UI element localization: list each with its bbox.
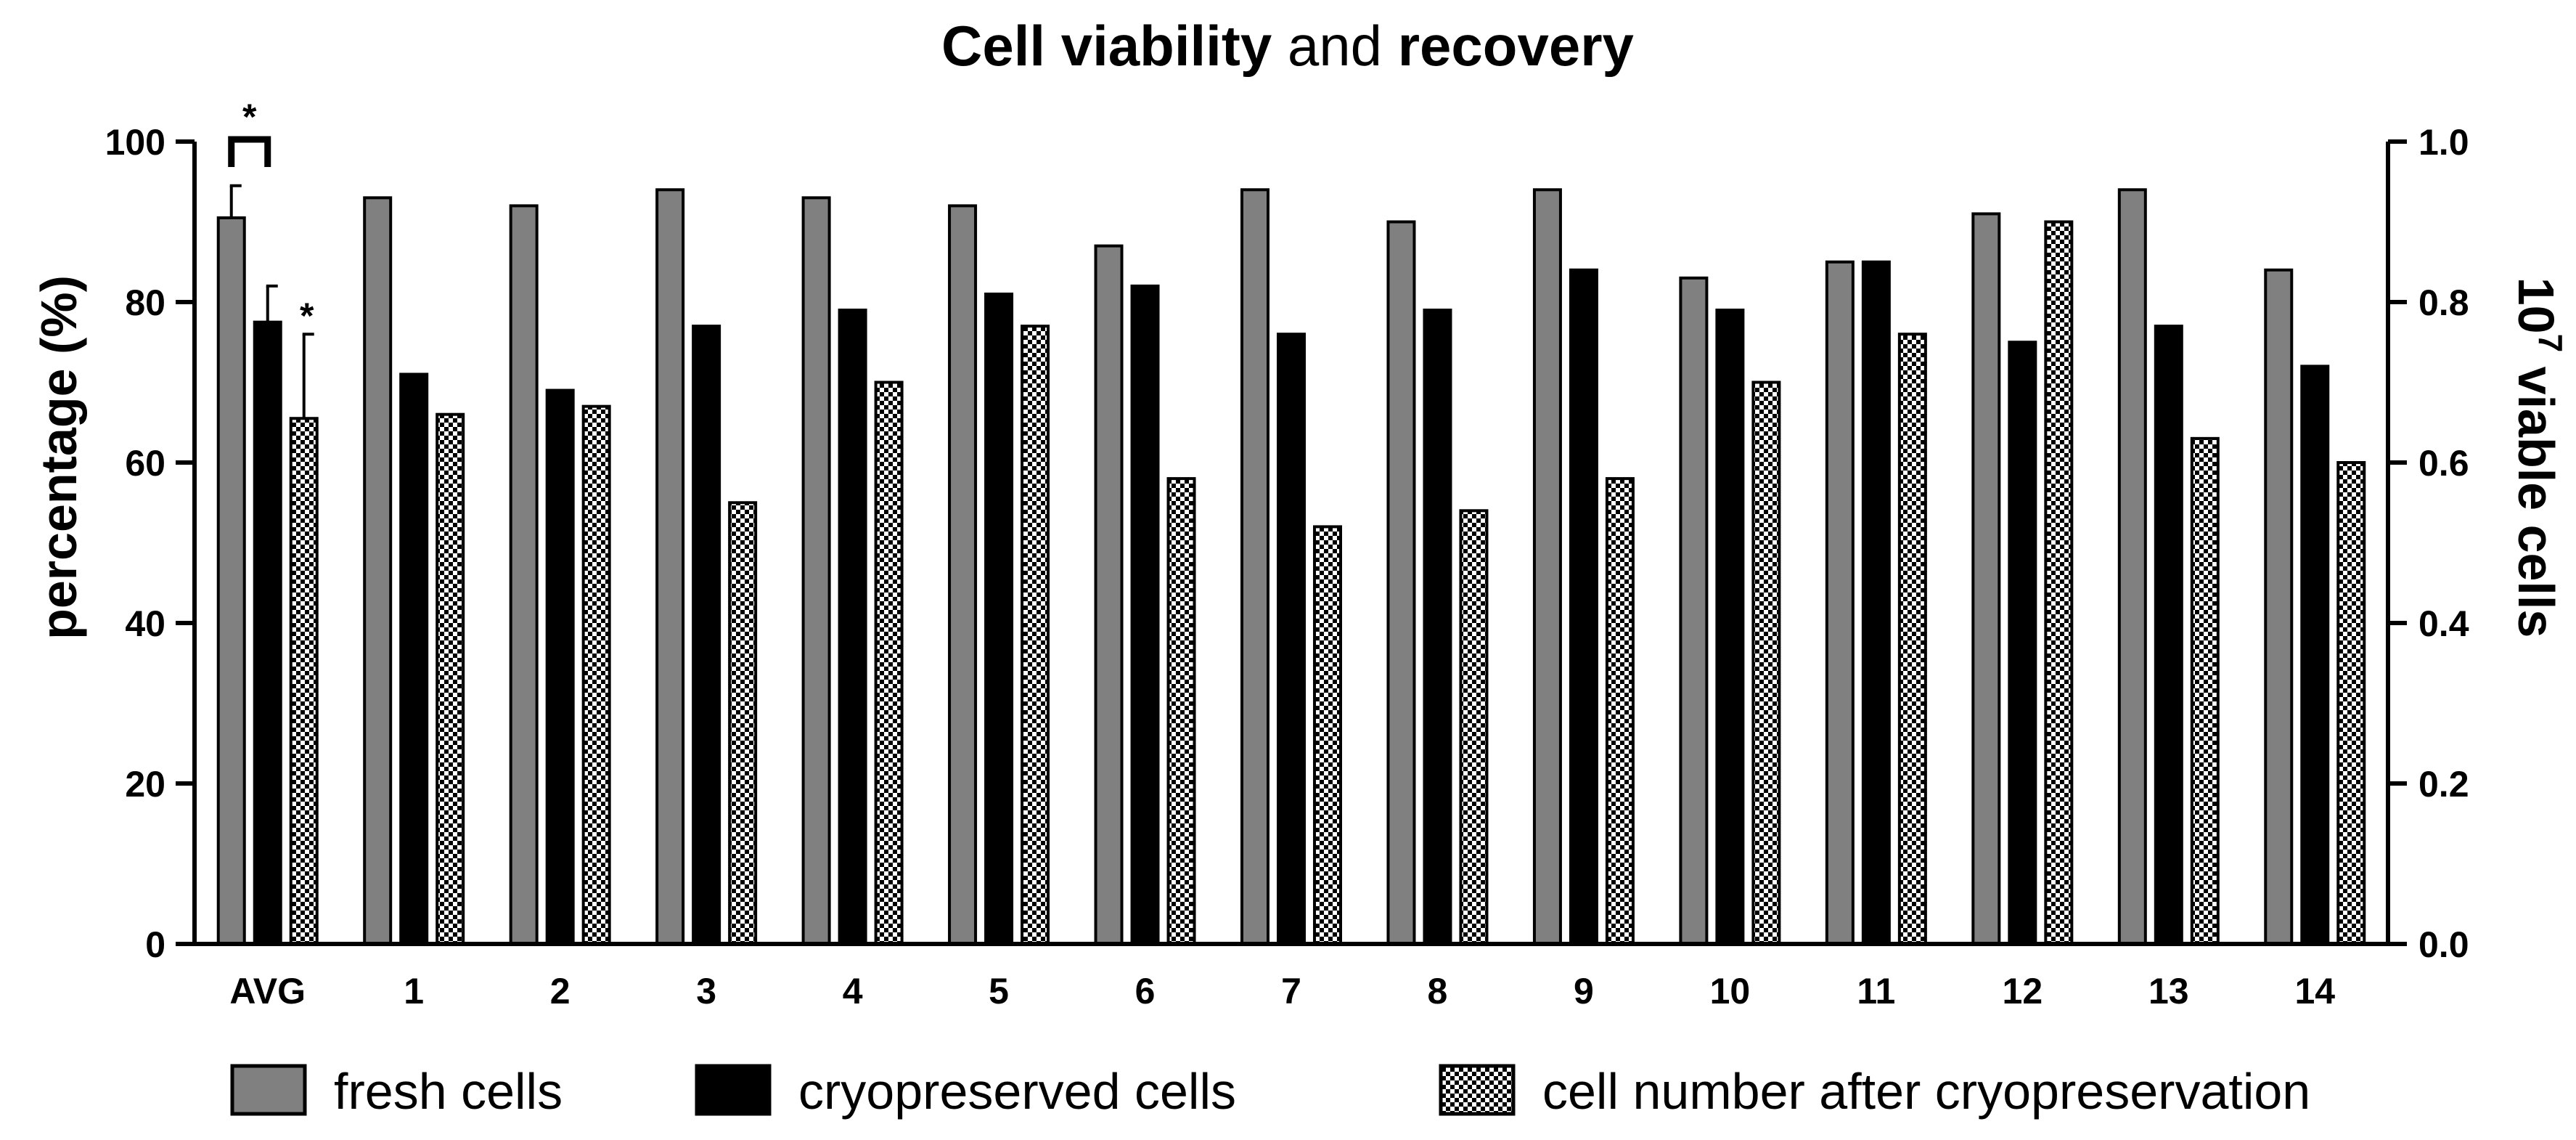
- bar-fresh-cells-9: [1532, 188, 1562, 945]
- y-tick-label-60: 60: [125, 443, 165, 484]
- bar-cryopreserved-cells-avg: [253, 320, 282, 945]
- y2-label-base: 10: [2508, 277, 2564, 334]
- axes-group: AVG 1 2 3 4 5 6 7 8 9 10 11 12 13 140204060801000.00.2…: [105, 122, 2469, 1011]
- y2-tick-label-1-0: 1.0: [2418, 122, 2469, 163]
- bar-cryopreserved-cells-10: [1715, 309, 1745, 945]
- bar-cryopreserved-cells-1: [399, 372, 429, 945]
- bar-fresh-cells-2: [509, 204, 539, 945]
- bar-cell-number-after-cryopreservation-5: [1021, 325, 1050, 945]
- bar-fresh-cells-8: [1386, 220, 1416, 945]
- bar-cryopreserved-cells-4: [838, 309, 867, 945]
- y2-tick-label-0-4: 0.4: [2418, 603, 2469, 644]
- significance-star-cell-number-after-cryopreservation: *: [300, 296, 314, 336]
- x-tick-label-2: 2: [550, 971, 571, 1011]
- x-tick-label-3: 3: [696, 971, 716, 1011]
- bar-fresh-cells-3: [655, 188, 685, 945]
- x-tick-label-13: 13: [2148, 971, 2189, 1011]
- bar-fresh-cells-5: [948, 204, 978, 945]
- x-tick-label-6: 6: [1135, 971, 1156, 1011]
- significance-bracket: [228, 136, 271, 167]
- bar-cryopreserved-cells-13: [2154, 325, 2183, 945]
- bar-fresh-cells-7: [1240, 188, 1269, 945]
- bar-cell-number-after-cryopreservation-2: [581, 404, 611, 945]
- x-tick-label-11: 11: [1857, 971, 1895, 1011]
- bar-fresh-cells-10: [1679, 276, 1709, 946]
- bar-fresh-cells-13: [2117, 188, 2147, 945]
- x-tick-label-8: 8: [1428, 971, 1448, 1011]
- bar-cell-number-after-cryopreservation-11: [1897, 333, 1927, 945]
- bar-cryopreserved-cells-8: [1423, 309, 1452, 945]
- bar-fresh-cells-12: [1971, 212, 2001, 945]
- x-tick-label-12: 12: [2003, 971, 2043, 1011]
- error-bars-group: [229, 184, 314, 419]
- x-tick-label-14: 14: [2294, 971, 2335, 1011]
- x-tick-label-5: 5: [989, 971, 1009, 1011]
- y2-tick-label-0-2: 0.2: [2418, 764, 2469, 805]
- title-part-3: recovery: [1398, 14, 1634, 78]
- y2-tick-label-0-6: 0.6: [2418, 443, 2469, 484]
- bar-cryopreserved-cells-12: [2008, 341, 2037, 945]
- bar-cell-number-after-cryopreservation-3: [728, 501, 758, 945]
- bar-cell-number-after-cryopreservation-13: [2190, 436, 2220, 945]
- bars-group: [216, 188, 2366, 946]
- y2-tick-label-0-8: 0.8: [2418, 282, 2469, 323]
- legend: fresh cells cryopreserved cells cell num…: [230, 1063, 2310, 1120]
- y-tick-label-40: 40: [125, 603, 165, 644]
- title-part-2: and: [1272, 14, 1397, 78]
- bar-cell-number-after-cryopreservation-6: [1166, 477, 1196, 945]
- legend-label-cell-number: cell number after cryopreservation: [1542, 1063, 2310, 1120]
- legend-swatch-cell-number: [1439, 1064, 1516, 1116]
- annotations-group: **: [228, 97, 314, 336]
- bar-cryopreserved-cells-11: [1861, 260, 1891, 945]
- bar-cell-number-after-cryopreservation-9: [1605, 477, 1635, 945]
- significance-star-bracket: *: [242, 97, 257, 137]
- y-tick-label-100: 100: [105, 122, 165, 163]
- bar-cryopreserved-cells-14: [2300, 365, 2330, 945]
- y-axis-label: percentage (%): [30, 275, 87, 640]
- bar-fresh-cells-1: [363, 196, 393, 946]
- legend-label-fresh-cells: fresh cells: [334, 1063, 563, 1120]
- x-tick-label-1: 1: [404, 971, 424, 1011]
- x-tick-label-10: 10: [1710, 971, 1751, 1011]
- y-tick-label-80: 80: [125, 282, 165, 323]
- bar-cell-number-after-cryopreservation-12: [2044, 220, 2074, 945]
- bar-cell-number-after-cryopreservation-10: [1751, 380, 1781, 945]
- y2-label-rest: viable cells: [2508, 352, 2564, 638]
- bar-fresh-cells-6: [1094, 244, 1124, 945]
- y-tick-label-0: 0: [145, 924, 165, 965]
- legend-swatch-cryopreserved-cells: [695, 1064, 772, 1116]
- x-tick-label-avg: AVG: [229, 971, 306, 1011]
- bar-cell-number-after-cryopreservation-8: [1459, 509, 1489, 945]
- bar-fresh-cells-14: [2264, 268, 2294, 945]
- bar-cell-number-after-cryopreservation-4: [874, 380, 904, 945]
- bar-cryopreserved-cells-2: [545, 388, 575, 945]
- bar-cryopreserved-cells-3: [692, 325, 721, 945]
- legend-swatch-fresh-cells: [230, 1064, 307, 1116]
- bar-cell-number-after-cryopreservation-avg: [289, 417, 319, 945]
- bar-fresh-cells-avg: [216, 216, 246, 946]
- bar-cell-number-after-cryopreservation-14: [2336, 461, 2366, 945]
- title-part-1: Cell viability: [941, 14, 1272, 78]
- chart-title: Cell viability and recovery: [941, 14, 1634, 78]
- bar-fresh-cells-4: [801, 196, 831, 946]
- x-tick-label-4: 4: [843, 971, 863, 1011]
- bar-fresh-cells-11: [1825, 260, 1855, 945]
- y-tick-label-20: 20: [125, 764, 165, 805]
- x-tick-label-7: 7: [1281, 971, 1301, 1011]
- bar-cryopreserved-cells-6: [1130, 284, 1160, 945]
- y2-axis-label: 107 viable cells: [2508, 277, 2569, 638]
- bar-cell-number-after-cryopreservation-7: [1313, 525, 1342, 945]
- x-tick-label-9: 9: [1574, 971, 1594, 1011]
- y2-tick-label-0-0: 0.0: [2418, 924, 2469, 965]
- legend-label-cryopreserved-cells: cryopreserved cells: [798, 1063, 1236, 1120]
- bar-cryopreserved-cells-5: [984, 292, 1014, 945]
- y2-label-exp: 7: [2532, 334, 2569, 353]
- bar-cryopreserved-cells-7: [1277, 333, 1306, 945]
- bar-cryopreserved-cells-9: [1569, 268, 1598, 945]
- bar-cell-number-after-cryopreservation-1: [436, 412, 465, 945]
